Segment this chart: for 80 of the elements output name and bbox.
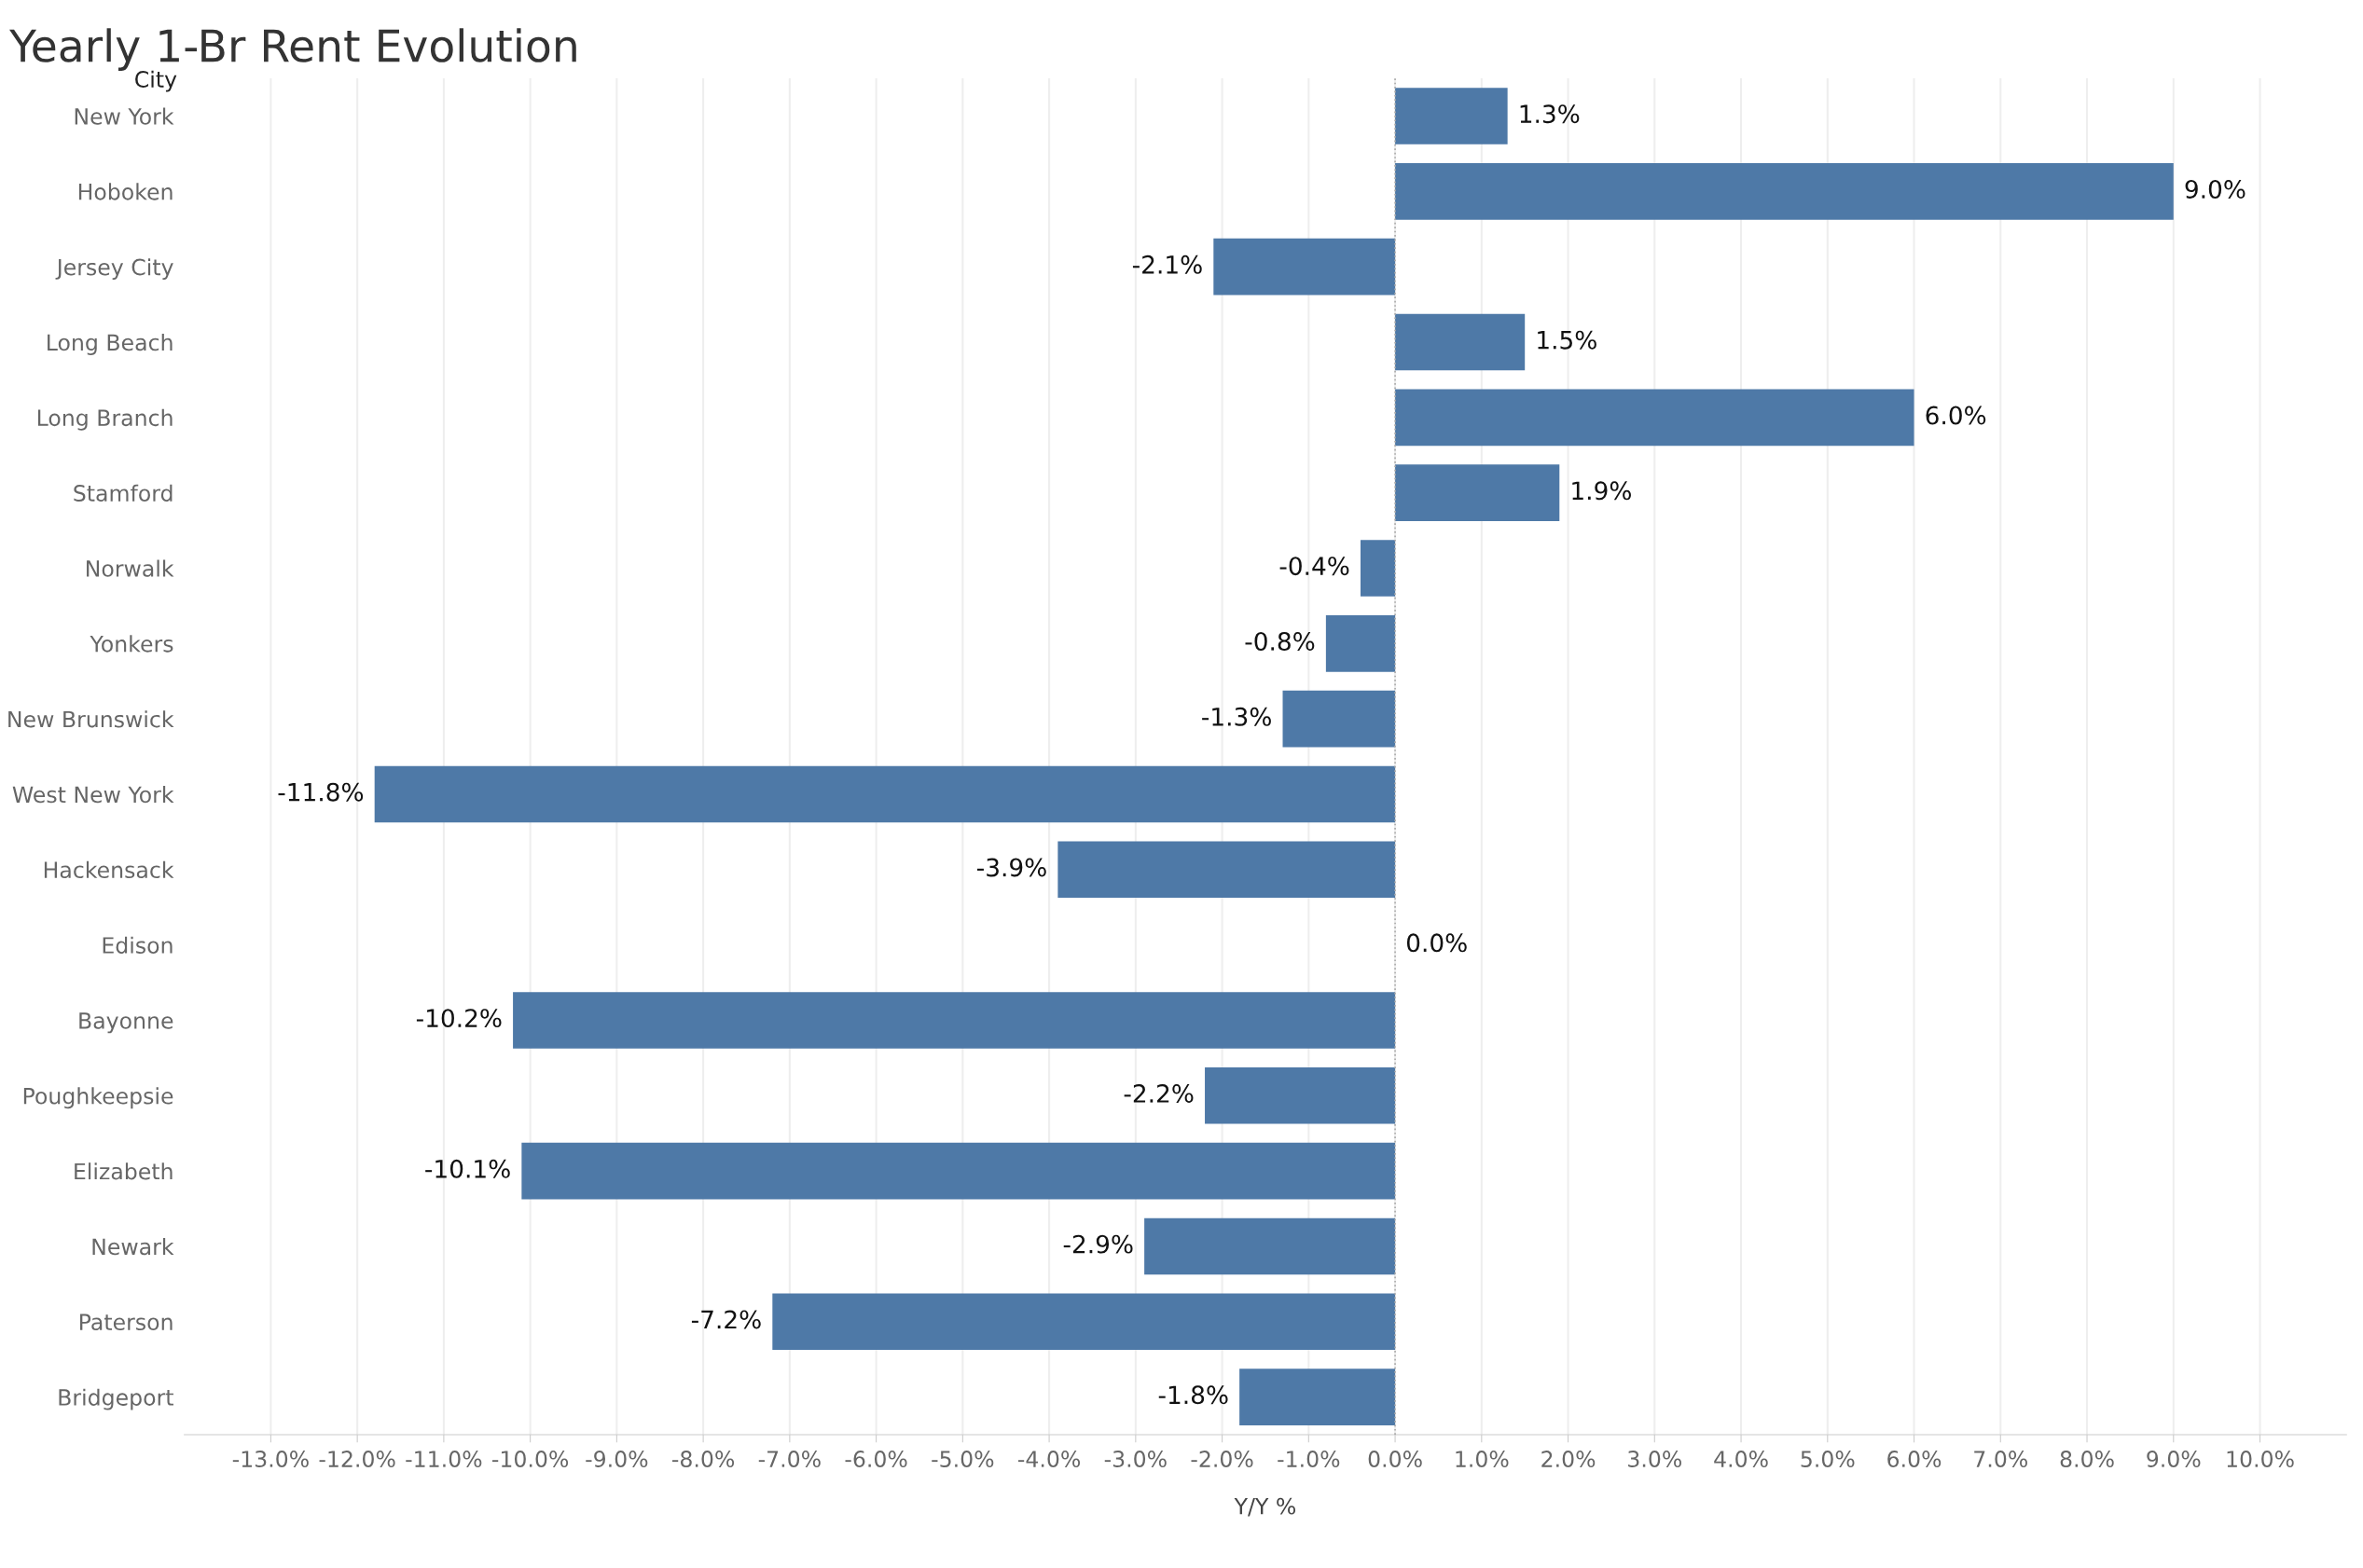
x-tick-label: 8.0% [2060, 1451, 2114, 1467]
y-tick-label: Newark [92, 1237, 174, 1256]
x-tick-label: -2.0% [1191, 1451, 1253, 1467]
bar [1057, 841, 1396, 899]
y-tick-label: Long Beach [48, 334, 173, 355]
bar [1205, 1066, 1396, 1124]
y-tick-label: Long Branch [37, 408, 173, 431]
bar [1282, 690, 1396, 748]
bar [1360, 540, 1396, 597]
x-axis-title: Y/Y % [1234, 1497, 1296, 1517]
x-tick-label: -6.0% [845, 1451, 907, 1467]
y-tick-label: Norwalk [87, 559, 174, 577]
data-label: -3.9% [976, 858, 1046, 877]
bar [772, 1293, 1396, 1351]
y-tick-label: Yonkers [90, 635, 173, 653]
y-tick-label: New York [75, 107, 174, 125]
x-tick-label: 7.0% [1974, 1451, 2027, 1467]
y-axis-title: City [135, 70, 177, 92]
data-label: -1.8% [1158, 1385, 1228, 1405]
x-tick-label: 6.0% [1887, 1451, 1942, 1467]
data-label: 0.0% [1406, 933, 1467, 953]
x-tick-label: 10.0% [2227, 1451, 2294, 1467]
data-label: 1.3% [1520, 104, 1580, 124]
x-tick-label: 0.0% [1368, 1451, 1422, 1467]
bar [1213, 238, 1396, 296]
bar [513, 992, 1396, 1049]
bar [1395, 163, 2174, 220]
y-tick-label: Stamford [74, 484, 173, 502]
data-label: 1.5% [1538, 330, 1596, 350]
data-label: 9.0% [2185, 180, 2246, 199]
x-tick-label: -13.0% [232, 1451, 309, 1467]
x-tick-label: -7.0% [758, 1451, 821, 1467]
bar [1395, 464, 1560, 521]
y-tick-label: Hackensack [44, 860, 174, 879]
x-tick-label: 3.0% [1628, 1451, 1681, 1467]
bar [1395, 389, 1914, 447]
x-tick-label: -10.0% [492, 1451, 569, 1467]
x-tick-label: -4.0% [1018, 1451, 1081, 1467]
x-tick-label: 4.0% [1714, 1451, 1768, 1467]
bar [1144, 1217, 1396, 1275]
data-label: 1.9% [1572, 481, 1631, 501]
data-label: -2.2% [1124, 1083, 1194, 1103]
data-label: -0.8% [1245, 632, 1315, 651]
bar [1239, 1369, 1396, 1425]
x-tick-label: -12.0% [319, 1451, 395, 1467]
x-tick-label: -5.0% [932, 1451, 994, 1467]
data-label: -2.1% [1132, 254, 1202, 274]
x-tick-label: 2.0% [1541, 1451, 1596, 1467]
x-tick-label: -8.0% [672, 1451, 735, 1467]
data-label: 6.0% [1926, 406, 1986, 425]
data-label: -11.8% [278, 782, 364, 802]
data-label: -1.3% [1202, 707, 1271, 726]
x-tick-label: -11.0% [406, 1451, 482, 1467]
data-label: -10.2% [416, 1009, 502, 1028]
bar [374, 765, 1396, 823]
bar [1325, 615, 1396, 672]
x-tick-label: -9.0% [586, 1451, 648, 1467]
y-tick-label: Elizabeth [75, 1162, 173, 1180]
x-tick-label: 5.0% [1801, 1451, 1855, 1467]
y-tick-label: New Brunswick [8, 710, 174, 728]
data-label: -0.4% [1279, 557, 1349, 576]
x-tick-label: 9.0% [2147, 1451, 2201, 1467]
y-tick-label: West New York [12, 786, 174, 804]
bar [1395, 313, 1526, 371]
y-tick-label: Poughkeepsie [23, 1087, 173, 1109]
data-label: -7.2% [691, 1310, 761, 1329]
y-tick-label: Bridgeport [59, 1388, 173, 1410]
x-tick-label: -3.0% [1104, 1451, 1167, 1467]
data-label: -10.1% [425, 1159, 510, 1178]
y-tick-label: Hoboken [78, 183, 173, 200]
bar [521, 1142, 1396, 1200]
y-tick-label: Paterson [80, 1314, 173, 1331]
data-label: -2.9% [1063, 1234, 1133, 1254]
bar [1395, 88, 1508, 144]
y-tick-label: Bayonne [79, 1012, 173, 1034]
y-tick-label: Jersey City [55, 258, 173, 281]
x-tick-label: -1.0% [1278, 1451, 1340, 1467]
y-tick-label: Edison [103, 936, 173, 954]
x-tick-label: 1.0% [1456, 1451, 1509, 1467]
chart-title: Yearly 1-Br Rent Evolution [9, 28, 576, 71]
